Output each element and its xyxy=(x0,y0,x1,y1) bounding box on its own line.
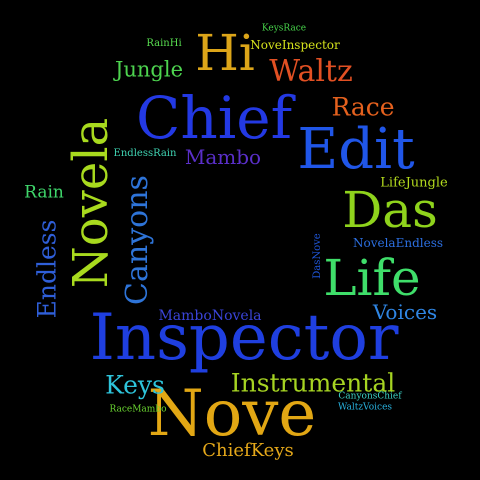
word-racemambo: RaceMambo xyxy=(109,404,167,415)
word-chiefkeys: ChiefKeys xyxy=(202,440,294,461)
word-endless: Endless xyxy=(32,219,62,319)
word-lifejungle: LifeJungle xyxy=(380,175,448,191)
word-novelaendless: NovelaEndless xyxy=(352,236,444,250)
word-nove: Nove xyxy=(147,377,317,451)
word-inspector: Inspector xyxy=(89,301,399,375)
word-novela: Novela xyxy=(63,117,119,289)
word-rainhi: RainHi xyxy=(146,38,182,49)
word-jungle: Jungle xyxy=(114,57,184,82)
word-life: Life xyxy=(323,249,421,307)
word-waltz: Waltz xyxy=(269,54,353,89)
word-instrumental: Instrumental xyxy=(230,368,396,398)
word-chief: Chief xyxy=(135,84,293,152)
word-race: Race xyxy=(331,92,395,122)
word-dasnove: DasNove xyxy=(312,233,323,279)
word-canyons: Canyons xyxy=(120,175,155,305)
word-mambo: Mambo xyxy=(184,145,262,169)
word-hi: Hi xyxy=(195,24,255,82)
word-keys: Keys xyxy=(105,370,165,400)
word-noveinspector: NoveInspector xyxy=(250,38,340,52)
word-keysrace: KeysRace xyxy=(261,23,307,34)
word-edit: Edit xyxy=(297,117,415,182)
word-canyonschief: CanyonsChief xyxy=(338,391,402,402)
word-das: Das xyxy=(342,181,438,239)
word-rain: Rain xyxy=(24,182,64,203)
word-endlessrain: EndlessRain xyxy=(113,148,177,159)
word-voices: Voices xyxy=(372,300,438,324)
word-waltzvoices: WaltzVoices xyxy=(337,402,393,413)
word-mambonovela: MamboNovela xyxy=(158,308,262,324)
